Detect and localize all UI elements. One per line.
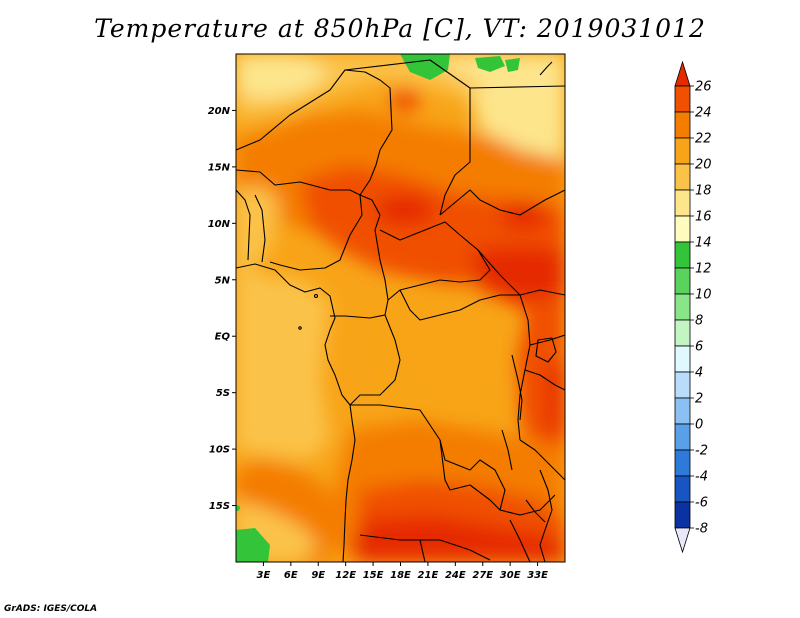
- lon-tick-label: 27E: [472, 570, 493, 581]
- lon-tick-label: 18E: [390, 570, 411, 581]
- colorbar-label: 22: [695, 132, 712, 147]
- lat-tick-label: 5S: [216, 388, 230, 399]
- colorbar-label: 4: [695, 366, 703, 381]
- colorbar-swatch: [674, 423, 691, 451]
- lon-tick-label: 3E: [257, 570, 271, 581]
- colorbar-swatch: [674, 319, 691, 347]
- lon-tick-label: 12E: [335, 570, 356, 581]
- colorbar-label: 26: [695, 80, 712, 95]
- temperature-field: [236, 54, 565, 562]
- colorbar-swatch: [674, 475, 691, 503]
- colorbar-label: 8: [695, 314, 703, 329]
- map-axes: 3E 6E 9E 12E 15E 18E 21E 24E 27E 30E 33E 20N 15N 10N 5…: [208, 106, 548, 581]
- colorbar-swatch: [674, 449, 691, 477]
- colorbar-top-arrow: [674, 60, 691, 87]
- lon-tick-label: 15E: [363, 570, 384, 581]
- country-borders: [236, 59, 565, 562]
- colorbar-swatch: [674, 397, 691, 425]
- colorbar-swatch: [674, 215, 691, 243]
- colorbar-label: 12: [695, 262, 712, 277]
- colorbar-swatch: [674, 371, 691, 399]
- colorbar-label: -4: [695, 470, 708, 485]
- lon-tick-label: 33E: [527, 570, 548, 581]
- colorbar-swatch: [674, 163, 691, 191]
- lon-tick-label: 30E: [500, 570, 521, 581]
- lat-tick-label: 15N: [208, 162, 231, 173]
- lon-tick-label: 6E: [284, 570, 298, 581]
- colorbar-label: -2: [695, 444, 708, 459]
- lon-tick-label: 21E: [418, 570, 439, 581]
- colorbar-swatch: [674, 345, 691, 373]
- lat-tick-label: 20N: [208, 106, 231, 117]
- colorbar-label: -6: [695, 496, 708, 511]
- colorbar-swatch: [674, 241, 691, 269]
- lon-tick-label: 9E: [311, 570, 325, 581]
- colorbar-label: 16: [695, 210, 712, 225]
- colorbar-swatch: [674, 137, 691, 165]
- colorbar-swatch: [674, 111, 691, 139]
- lat-tick-label: 5N: [215, 275, 231, 286]
- colorbar-label: 24: [695, 106, 712, 121]
- colorbar-bottom-arrow: [674, 527, 691, 554]
- lat-tick-label: 15S: [209, 501, 230, 512]
- colorbar-swatch: [674, 85, 691, 113]
- colorbar-label: -8: [695, 522, 708, 537]
- grads-credit: GrADS: IGES/COLA: [4, 604, 98, 614]
- colorbar-swatch: [674, 189, 691, 217]
- colorbar-label: 18: [695, 184, 712, 199]
- lat-tick-label: 10S: [209, 445, 230, 456]
- lat-tick-label: 10N: [208, 219, 231, 230]
- colorbar-label: 2: [695, 392, 703, 407]
- colorbar-swatch: [674, 501, 691, 529]
- colorbar-label: 20: [695, 158, 712, 173]
- colorbar-label: 6: [695, 340, 703, 355]
- colorbar-swatch: [674, 267, 691, 295]
- colorbar-label: 0: [695, 418, 703, 433]
- map-title: Temperature at 850hPa [C], VT: 201903101…: [94, 14, 706, 43]
- colorbar-label: 10: [695, 288, 712, 303]
- lat-tick-label: EQ: [215, 332, 231, 343]
- colorbar-label: 14: [695, 236, 712, 251]
- lon-tick-label: 24E: [445, 570, 466, 581]
- colorbar-swatch: [674, 293, 691, 321]
